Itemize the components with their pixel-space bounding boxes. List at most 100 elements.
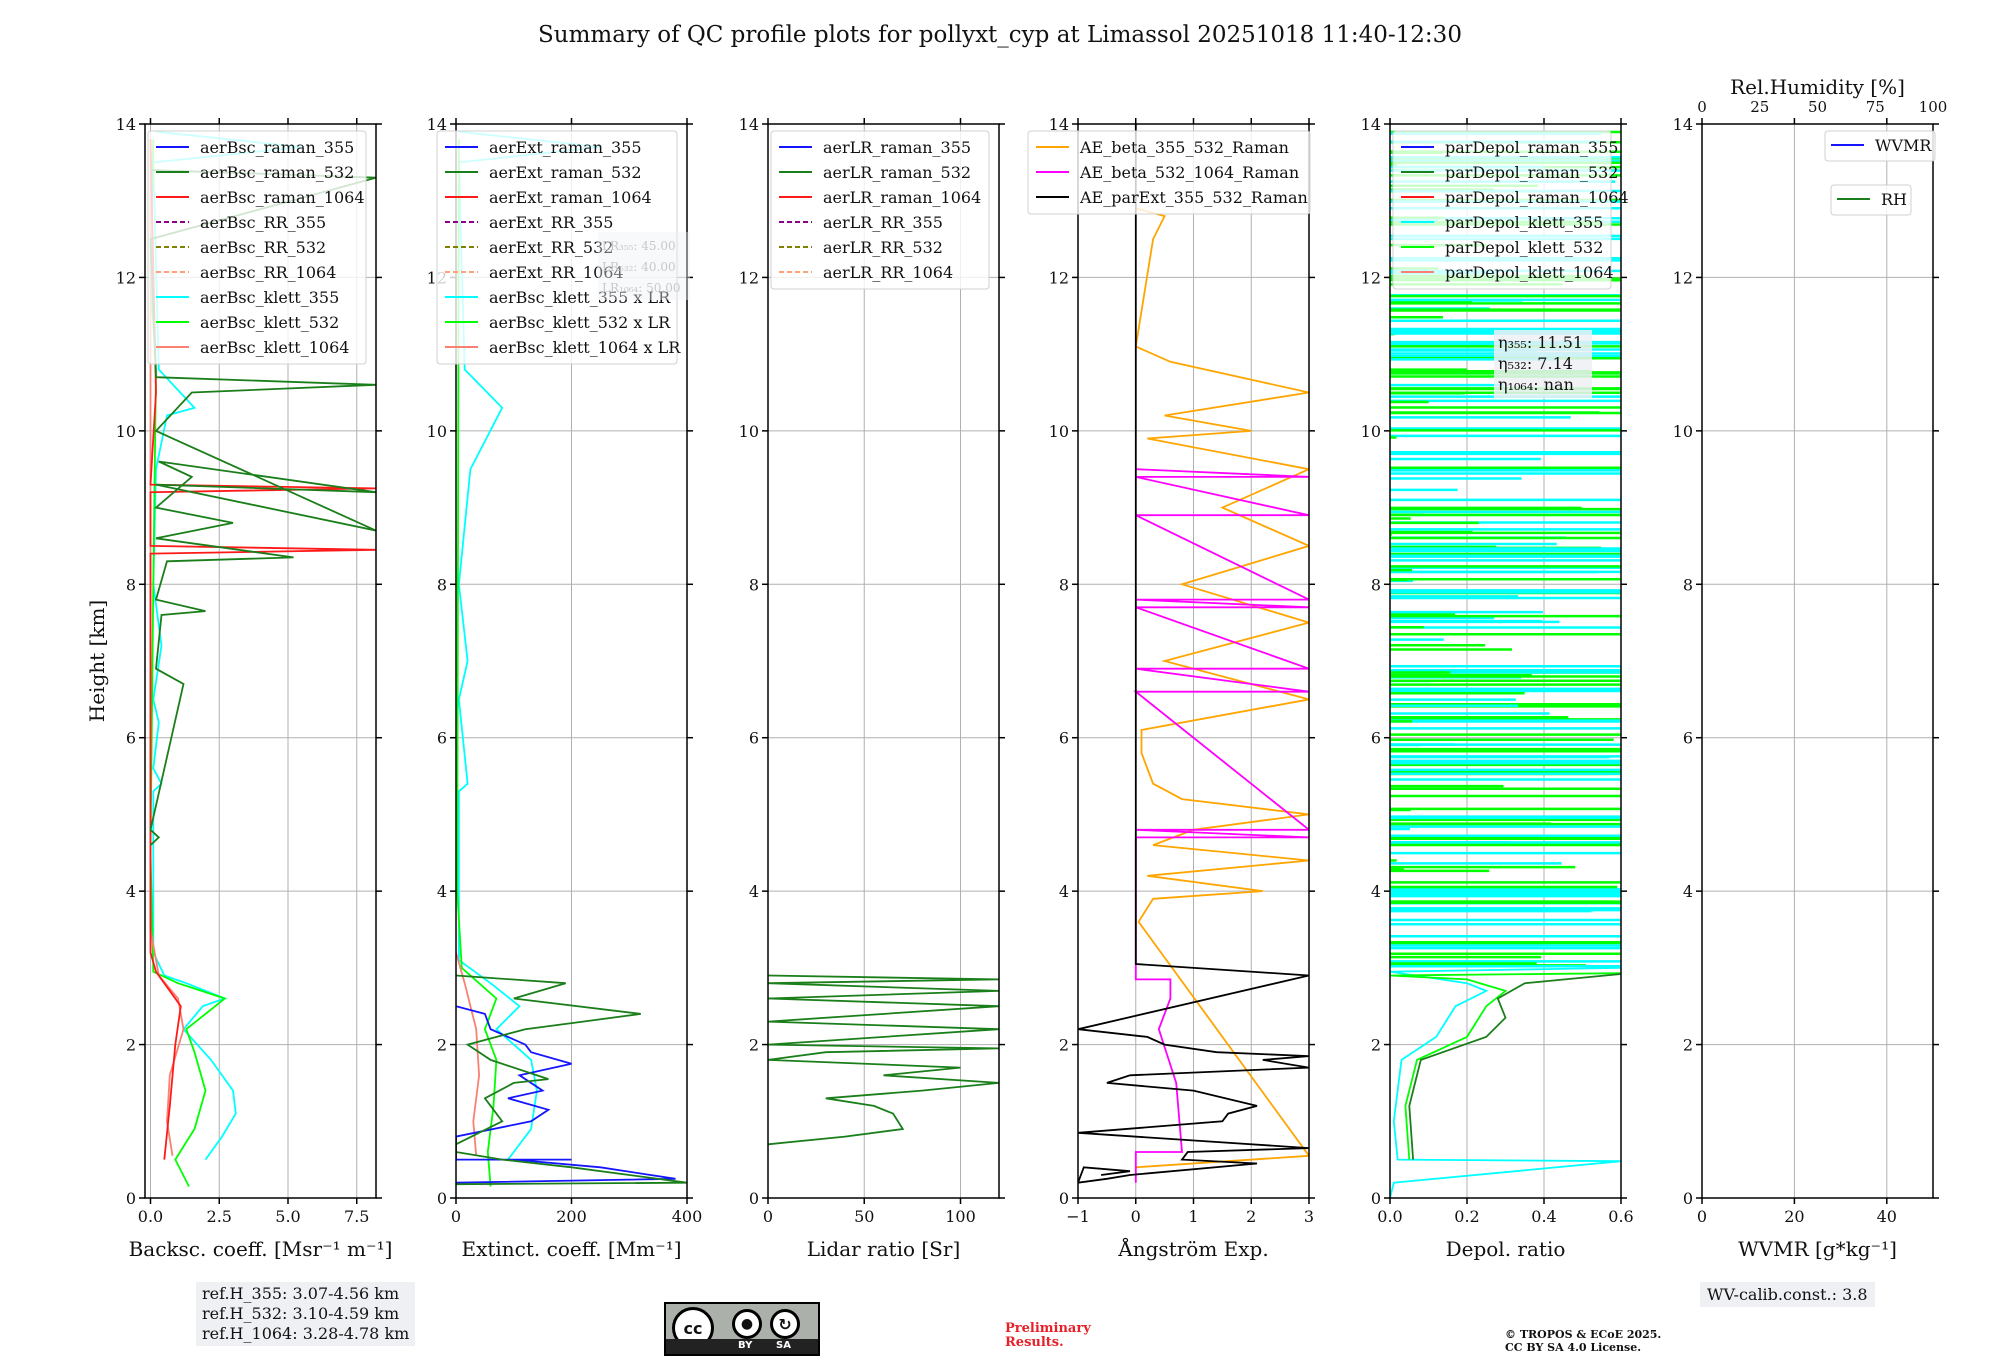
y-tick-label: 10 (1673, 422, 1693, 441)
legend-label: AE_beta_355_532_Raman (1079, 138, 1289, 157)
y-tick-label: 14 (116, 115, 136, 134)
by-icon: ● (732, 1309, 762, 1339)
legend-label: aerExt_RR_1064 (489, 263, 624, 282)
legend-label: parDepol_raman_532 (1445, 163, 1618, 182)
y-tick-label: 10 (739, 422, 759, 441)
legend-label: aerBsc_RR_532 (200, 238, 326, 257)
legend-label: parDepol_klett_532 (1445, 238, 1603, 257)
top-x-tick-label: 25 (1750, 98, 1769, 116)
x-tick-label: 0 (1131, 1207, 1141, 1226)
legend-box (147, 130, 367, 365)
sa-label: SA (776, 1340, 791, 1351)
y-tick-label: 8 (126, 575, 136, 594)
x-tick-label: 0.0 (138, 1207, 163, 1226)
y-tick-label: 0 (437, 1189, 447, 1208)
legend-label: aerLR_raman_532 (823, 163, 971, 182)
y-tick-label: 8 (437, 575, 447, 594)
legend-label: aerExt_raman_532 (489, 163, 642, 182)
sa-icon: ↻ (770, 1309, 800, 1339)
plot-area (149, 130, 376, 1187)
x-tick-label: 0.2 (1454, 1207, 1479, 1226)
y-tick-label: 14 (427, 115, 447, 134)
axes-frame (144, 123, 377, 1199)
by-label: BY (738, 1340, 753, 1351)
legend-label: aerExt_raman_355 (489, 138, 642, 157)
y-tick-label: 0 (126, 1189, 136, 1208)
legend-label: aerBsc_klett_532 x LR (489, 313, 671, 332)
y-tick-label: 0 (1059, 1189, 1069, 1208)
x-axis-label: Depol. ratio (1446, 1237, 1566, 1261)
x-tick-label: 1 (1188, 1207, 1198, 1226)
series-aerExt_raman_355 (456, 1005, 676, 1184)
legend-label: aerBsc_RR_355 (200, 213, 326, 232)
y-tick-label: 10 (1049, 422, 1069, 441)
legend-box (770, 130, 990, 290)
figure-title: Summary of QC profile plots for pollyxt_… (538, 22, 1462, 48)
axes-frame (767, 123, 1000, 1199)
y-tick-label: 0 (749, 1189, 759, 1208)
cc-license-badge: cc ● ↻ BY SA (664, 1302, 820, 1356)
top-x-tick-label: 75 (1866, 98, 1885, 116)
panel-extinction: 020040002468101214Extinct. coeff. [Mm⁻¹]… (427, 115, 703, 1261)
y-tick-label: 12 (1049, 268, 1069, 287)
top-x-tick-label: 50 (1808, 98, 1827, 116)
legend-label: aerLR_raman_1064 (823, 188, 981, 207)
y-tick-label: 6 (1683, 729, 1693, 748)
plot-area (768, 974, 999, 1146)
legend-label: aerBsc_klett_532 (200, 313, 339, 332)
legend-label: aerBsc_raman_355 (200, 138, 354, 157)
x-tick-label: 100 (945, 1207, 976, 1226)
legend-wvmr: WVMR (1824, 130, 1936, 162)
series-aerBsc_klett_532 (149, 139, 227, 1187)
series-aerBsc_klett_1064 (149, 139, 185, 1156)
series-aerBsc_klett_1064 x LR (456, 952, 481, 1156)
series-parDepol_klett_532 (1390, 972, 1621, 1160)
plot-area (456, 130, 687, 1187)
legend-label: parDepol_raman_1064 (1445, 188, 1629, 207)
y-tick-label: 14 (1673, 115, 1693, 134)
legend-box (1392, 130, 1612, 290)
x-tick-label: 0.6 (1608, 1207, 1633, 1226)
legend-label: aerExt_raman_1064 (489, 188, 652, 207)
copyright-note: © TROPOS & ECoE 2025. CC BY SA 4.0 Licen… (1505, 1328, 1661, 1354)
legend-label: parDepol_klett_1064 (1445, 263, 1614, 282)
y-tick-label: 12 (1361, 268, 1381, 287)
legend-label: RH (1881, 190, 1907, 209)
y-tick-label: 6 (437, 729, 447, 748)
legend: parDepol_raman_355 parDepol_raman_532 parD… (1392, 130, 1629, 290)
ref-height-1064: ref.H_1064: 3.28-4.78 km (202, 1324, 410, 1343)
legend-label: aerBsc_klett_355 x LR (489, 288, 671, 307)
plot-area (1390, 130, 1621, 1198)
legend-label: aerLR_RR_1064 (823, 263, 953, 282)
wv-calibration-box: WV-calib.const.: 3.8 (1700, 1282, 1875, 1307)
annotation-box: η₃₅₅: 11.51 η₅₃₂: 7.14 η₁₀₆₄: nan (1494, 330, 1592, 398)
legend-label: AE_beta_532_1064_Raman (1079, 163, 1299, 182)
x-tick-label: 0 (763, 1207, 773, 1226)
annotation-line: η₅₃₂: 7.14 (1498, 354, 1573, 373)
series-aerExt_raman_532 (456, 974, 687, 1186)
ref-height-355: ref.H_355: 3.07-4.56 km (202, 1284, 400, 1303)
axes-frame (1701, 123, 1934, 1199)
legend-label: aerBsc_klett_355 (200, 288, 339, 307)
preliminary-note: Preliminary Results. (1005, 1322, 1091, 1350)
y-tick-label: 12 (1673, 268, 1693, 287)
y-tick-label: 10 (1361, 422, 1381, 441)
x-tick-label: 0.0 (1377, 1207, 1402, 1226)
preliminary-line-1: Preliminary (1005, 1321, 1091, 1336)
y-tick-label: 8 (1683, 575, 1693, 594)
plot-area (1078, 124, 1309, 1184)
y-tick-label: 12 (116, 268, 136, 287)
x-tick-label: 50 (854, 1207, 874, 1226)
legend-label: AE_parExt_355_532_Raman (1079, 188, 1308, 207)
y-tick-label: 2 (1059, 1036, 1069, 1055)
annotation-box: LR₃₅₅: 45.00 LR₅₃₂: 40.00 LR₁₀₆₄: 50.00 (598, 232, 690, 300)
x-tick-label: 400 (672, 1207, 703, 1226)
series-parDepol_raman_532 (1408, 973, 1621, 1160)
x-tick-label: 2 (1246, 1207, 1256, 1226)
y-tick-label: 6 (126, 729, 136, 748)
y-tick-label: 2 (1371, 1036, 1381, 1055)
annotation-line: LR₃₅₅: 45.00 (602, 239, 676, 253)
annotation-line: η₃₅₅: 11.51 (1498, 333, 1583, 352)
legend-label: aerBsc_raman_1064 (200, 188, 365, 207)
legend-label: aerBsc_RR_1064 (200, 263, 336, 282)
